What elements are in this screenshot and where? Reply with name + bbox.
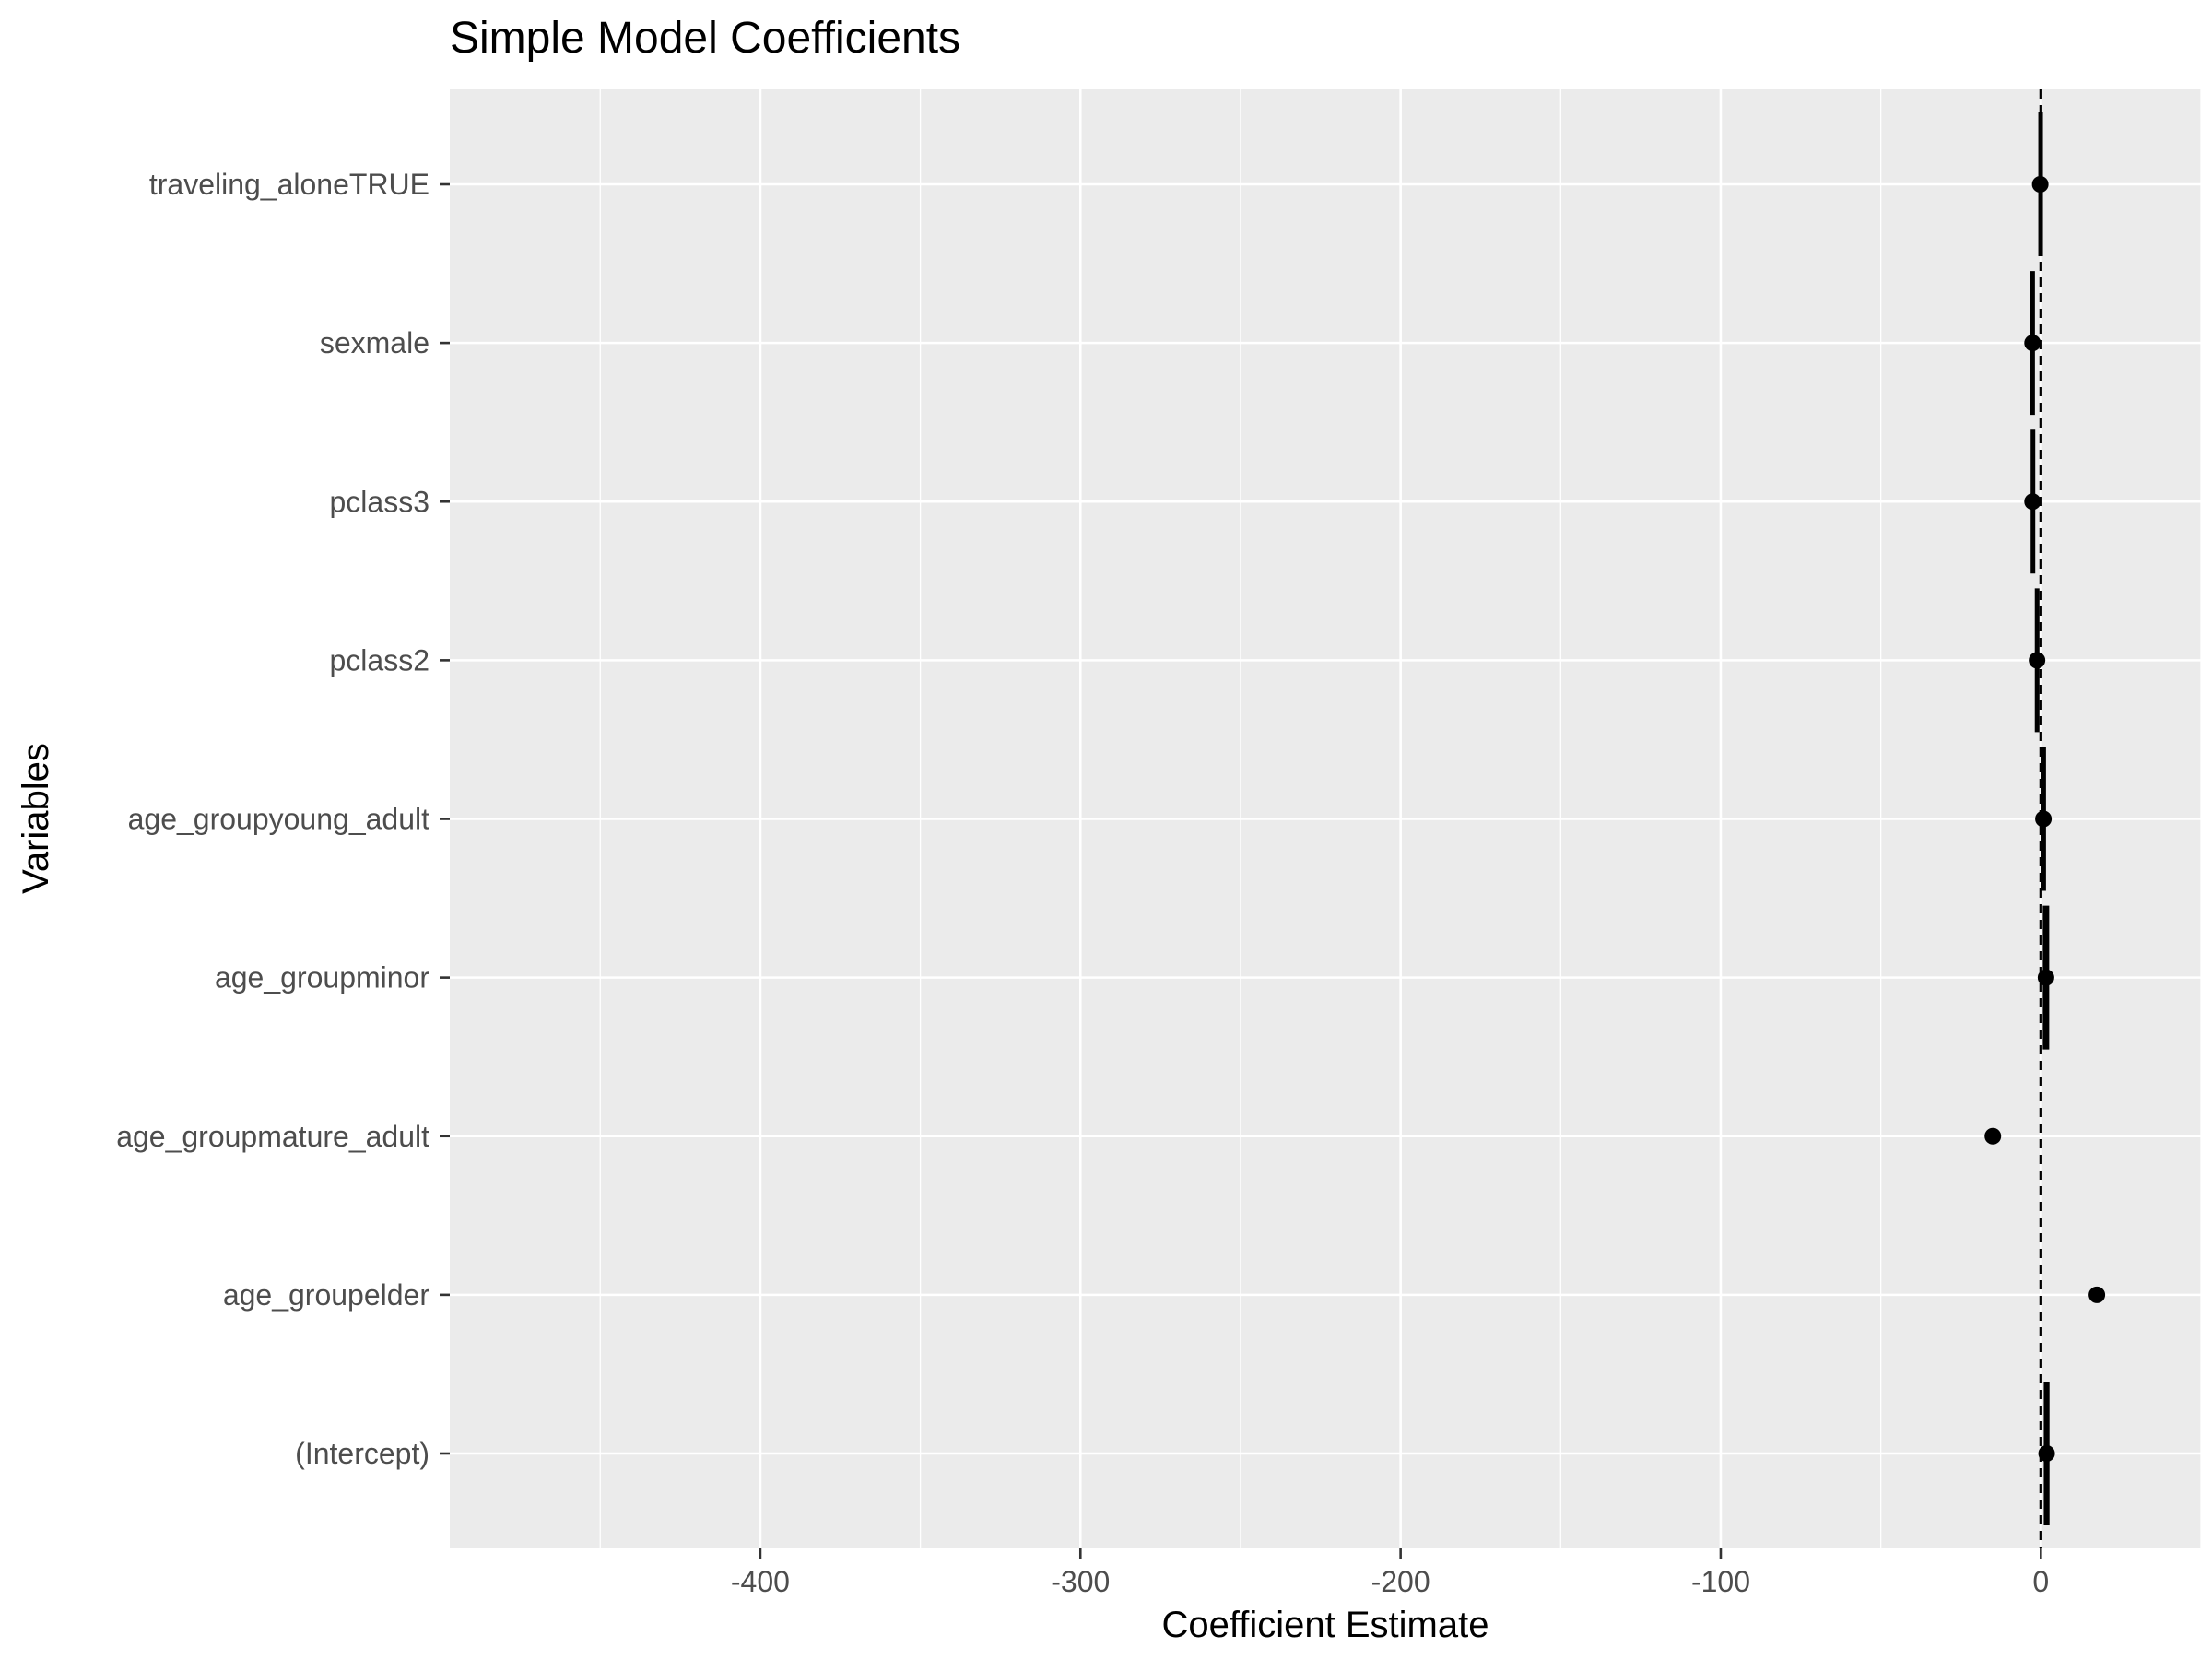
data-point: [2024, 335, 2041, 352]
x-tick-label: -200: [1371, 1565, 1430, 1598]
y-tick-label: age_groupelder: [223, 1278, 430, 1312]
y-tick-label: (Intercept): [295, 1437, 429, 1470]
y-tick-label: pclass2: [330, 643, 430, 677]
data-point: [2024, 493, 2041, 511]
data-point: [2088, 1286, 2106, 1303]
x-tick-label: -300: [1051, 1565, 1110, 1598]
y-axis-title: Variables: [16, 743, 56, 894]
data-point: [2037, 969, 2054, 986]
x-tick-label: -400: [731, 1565, 790, 1598]
y-tick-label: age_groupminor: [215, 961, 429, 994]
data-marks-layer: [1984, 112, 2106, 1525]
chart-title: Simple Model Coefficients: [450, 14, 960, 63]
y-tick-label: age_groupmature_adult: [116, 1120, 429, 1153]
data-point: [2031, 176, 2049, 193]
data-point: [2029, 652, 2046, 669]
y-tick-label: sexmale: [320, 326, 429, 359]
y-tick-label: traveling_aloneTRUE: [149, 168, 429, 201]
data-point: [2038, 1445, 2055, 1462]
x-tick-label: 0: [2032, 1565, 2049, 1598]
y-tick-label: pclass3: [330, 485, 430, 518]
x-tick-label: -100: [1691, 1565, 1750, 1598]
data-point: [1984, 1127, 2002, 1145]
x-axis-title: Coefficient Estimate: [1162, 1605, 1489, 1645]
data-point: [2035, 810, 2053, 828]
y-tick-label: age_groupyoung_adult: [128, 803, 430, 836]
